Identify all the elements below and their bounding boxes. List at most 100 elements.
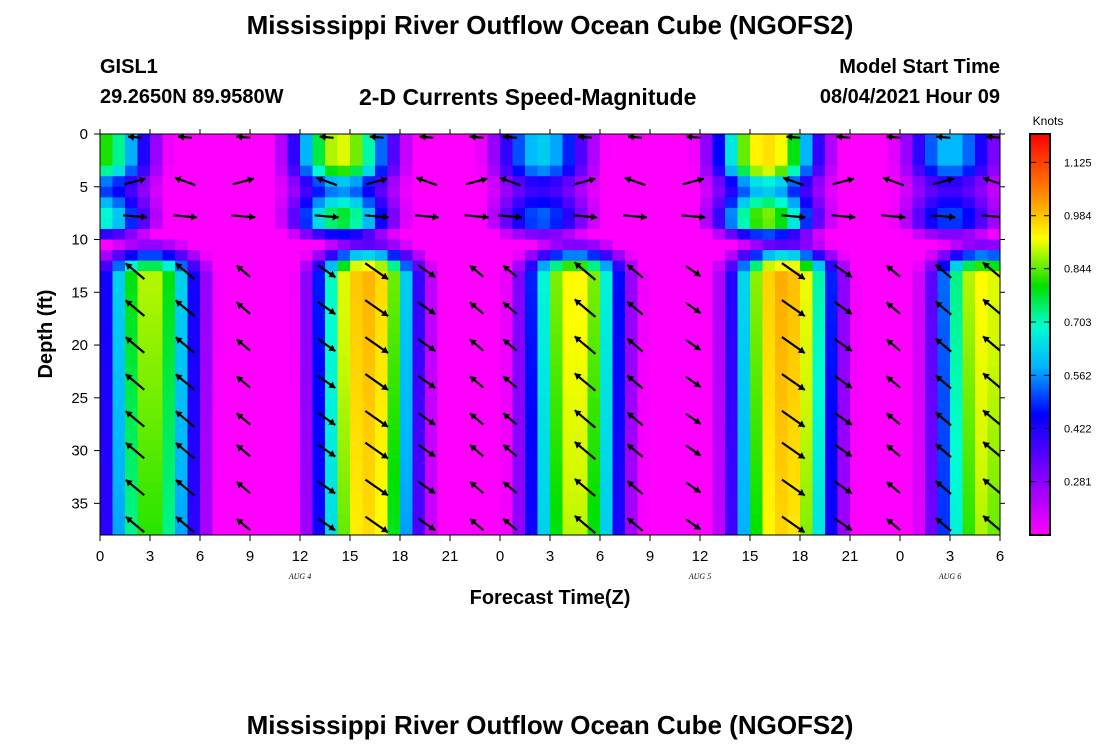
arrow-head [574, 410, 582, 417]
heatmap-cell [500, 503, 514, 515]
heatmap-cell [162, 429, 176, 441]
heatmap-cell [962, 513, 976, 526]
heatmap-cell [800, 302, 814, 314]
heatmap-cell [850, 524, 864, 535]
heatmap-cell [925, 513, 939, 526]
heatmap-cell [900, 471, 914, 483]
heatmap-cell [687, 134, 701, 146]
heatmap-cell [425, 397, 439, 409]
heatmap-cell [700, 471, 714, 483]
heatmap-cell [325, 302, 339, 314]
heatmap-cell [887, 313, 901, 325]
heatmap-cell [450, 429, 464, 441]
heatmap-cell [362, 186, 376, 198]
heatmap-cell [150, 513, 164, 526]
heatmap-cell [162, 334, 176, 346]
heatmap-cell [925, 440, 939, 452]
heatmap-cell [200, 207, 214, 220]
heatmap-cell [937, 418, 951, 431]
heatmap-cell [812, 334, 826, 346]
arrow-head [125, 337, 133, 344]
heatmap-cell [500, 387, 514, 399]
heatmap-cell [675, 323, 689, 336]
colorbar-tick-label: 0.984 [1064, 211, 1092, 223]
arrow-head [369, 134, 376, 141]
arrow-head [175, 337, 183, 344]
heatmap-cell [925, 144, 939, 156]
heatmap-cell [750, 239, 764, 251]
heatmap-cell [725, 186, 739, 198]
heatmap-cell [287, 513, 301, 526]
heatmap-cell [425, 165, 439, 177]
heatmap-cell [925, 260, 939, 272]
x-tick-label: 6 [196, 548, 204, 565]
heatmap-cell [387, 345, 401, 357]
heatmap-cell [600, 387, 614, 399]
heatmap-cell [837, 355, 851, 367]
heatmap-cell [675, 440, 689, 452]
heatmap-cell [437, 292, 451, 304]
heatmap-cell [612, 418, 626, 431]
heatmap-cell [787, 218, 801, 230]
heatmap-cell [637, 144, 651, 156]
heatmap-cell [650, 292, 664, 304]
heatmap-cell [387, 302, 401, 314]
heatmap-cell [537, 228, 551, 241]
heatmap-cell [987, 228, 1000, 241]
heatmap-cell [350, 397, 364, 409]
current-arrow [781, 213, 806, 221]
heatmap-cell [625, 450, 639, 462]
heatmap-cell [700, 323, 714, 336]
heatmap-cell [400, 186, 414, 198]
heatmap-cell [100, 482, 114, 494]
arrow-head [190, 213, 197, 221]
heatmap-cell [837, 260, 851, 272]
heatmap-cell [162, 471, 176, 483]
heatmap-cell [837, 250, 851, 262]
x-tick-label: 3 [546, 548, 554, 565]
heatmap-cell [150, 228, 164, 241]
current-arrow [833, 264, 853, 279]
arrow-head [590, 213, 597, 221]
heatmap-cell [650, 218, 664, 230]
heatmap-cell [787, 197, 801, 209]
heatmap-cell [950, 176, 964, 188]
current-arrow [174, 299, 196, 317]
heatmap-cell [750, 450, 764, 462]
heatmap-cell [550, 239, 564, 251]
heatmap-cell [800, 165, 814, 177]
heatmap-cell [962, 503, 976, 515]
heatmap-cell [412, 186, 426, 198]
heatmap-cell [437, 313, 451, 325]
heatmap-cell [337, 144, 351, 156]
heatmap-cell [950, 524, 964, 535]
heatmap-cell [450, 345, 464, 357]
heatmap-cell [550, 492, 564, 504]
heatmap-cell [712, 323, 726, 336]
heatmap-cell [987, 271, 1000, 283]
heatmap-cell [425, 197, 439, 209]
heatmap-cell [975, 397, 989, 409]
heatmap-cell [500, 228, 514, 241]
heatmap-cell [837, 440, 851, 452]
heatmap-cell [775, 134, 789, 146]
heatmap-cell [687, 218, 701, 230]
heatmap-cell [500, 144, 514, 156]
heatmap-cell [912, 260, 926, 272]
heatmap-cell [787, 260, 801, 272]
heatmap-cell [175, 281, 189, 293]
heatmap-cell [725, 397, 739, 409]
current-arrow [932, 176, 955, 186]
arrow-head [797, 489, 805, 496]
x-tick-label: 9 [646, 548, 654, 565]
current-arrow [364, 478, 389, 497]
current-arrow [317, 264, 337, 279]
heatmap-cell [550, 397, 564, 409]
heatmap-cell [650, 313, 664, 325]
heatmap-cell [625, 218, 639, 230]
heatmap-cell [962, 239, 976, 251]
heatmap-cell [112, 271, 126, 283]
current-arrow [122, 213, 148, 221]
heatmap-cell [200, 239, 214, 251]
heatmap-cell [162, 408, 176, 420]
